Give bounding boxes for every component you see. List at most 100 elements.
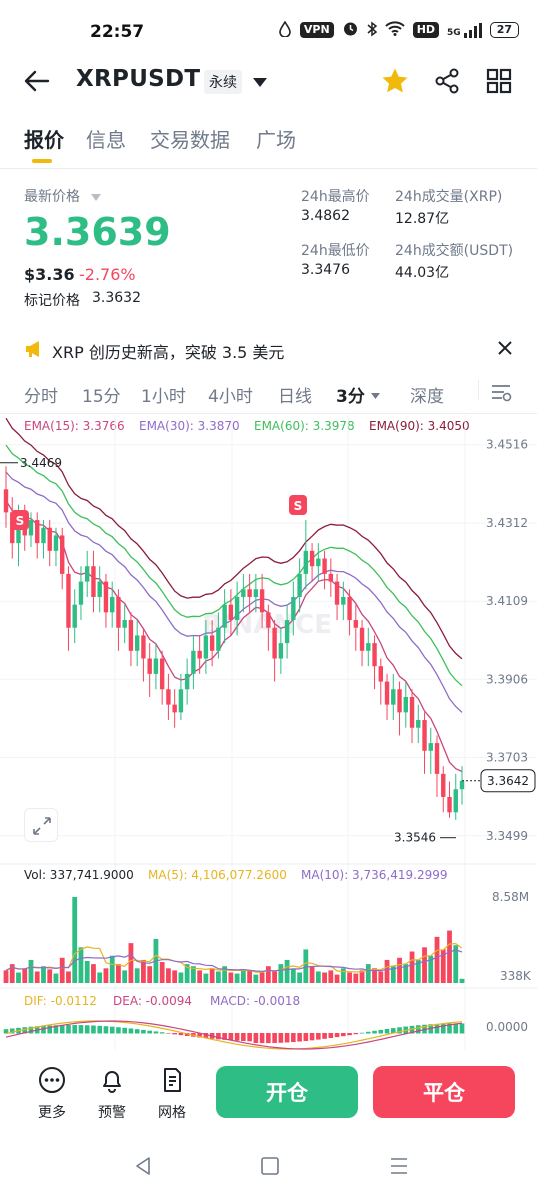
candle-body: [303, 550, 309, 574]
home-icon[interactable]: [261, 1157, 279, 1179]
interval-4h[interactable]: 4小时: [208, 387, 253, 407]
interval-15m[interactable]: 15分: [82, 387, 121, 407]
macd-histogram-bar: [234, 1033, 240, 1041]
volume-bar: [247, 970, 253, 983]
main-tabs: 报价 信息 交易数据 广场: [0, 118, 537, 168]
grid-button[interactable]: 网格: [152, 1066, 192, 1122]
caret-down-icon[interactable]: [90, 188, 102, 207]
volume-min-label: 338K: [500, 969, 532, 983]
star-icon[interactable]: [380, 66, 410, 100]
volume-bar: [184, 964, 190, 983]
macd-histogram-bar: [341, 1033, 346, 1037]
close-position-button[interactable]: 平仓: [373, 1066, 515, 1118]
share-icon[interactable]: [433, 67, 461, 99]
tab-info[interactable]: 信息: [86, 128, 126, 152]
fullscreen-button[interactable]: [24, 808, 58, 842]
macd-histogram-bar: [109, 1026, 115, 1034]
macd-histogram-bar: [22, 1027, 28, 1034]
candle-body: [153, 658, 159, 674]
volume-bar: [447, 930, 452, 983]
volume-bar: [34, 971, 40, 983]
last-price-label: 最新价格: [24, 189, 80, 205]
ema-line: [5, 444, 463, 687]
tab-square[interactable]: 广场: [256, 128, 296, 152]
macd-histogram-bar: [415, 1025, 421, 1034]
y-tick-label: 3.3703: [486, 750, 528, 764]
back-arrow-icon[interactable]: [24, 70, 50, 96]
macd-histogram-bar: [328, 1033, 334, 1038]
volume-bar: [78, 947, 84, 983]
caret-down-icon[interactable]: [370, 386, 381, 405]
tab-quote[interactable]: 报价: [24, 128, 64, 152]
candle-body: [166, 689, 171, 705]
volume-bar: [390, 966, 396, 983]
macd-histogram-bar: [378, 1029, 384, 1034]
candle-body: [359, 627, 365, 651]
candle-body: [328, 573, 334, 582]
macd-histogram-bar: [147, 1030, 152, 1034]
interval-line[interactable]: 分时: [24, 387, 58, 407]
candle-body: [16, 520, 21, 544]
volume-bar: [97, 972, 103, 983]
ema60-legend: EMA(60): 3.3978: [254, 419, 355, 433]
megaphone-icon: [24, 340, 46, 362]
candle-body: [41, 527, 46, 544]
macd-histogram-bar: [253, 1033, 259, 1044]
candle-body: [453, 789, 458, 813]
symbol-title[interactable]: XRPUSDT: [76, 66, 201, 92]
macd-histogram-bar: [84, 1025, 90, 1034]
back-icon[interactable]: [133, 1156, 153, 1180]
candle-body: [322, 558, 327, 574]
notice-banner[interactable]: XRP 创历史新高，突破 3.5 美元: [0, 330, 537, 368]
interval-1h[interactable]: 1小时: [141, 387, 186, 407]
macd-histogram-bar: [409, 1025, 415, 1034]
more-button[interactable]: 更多: [32, 1066, 72, 1122]
volume-bar: [440, 949, 446, 983]
chevron-down-icon[interactable]: [252, 74, 268, 93]
macd-histogram-bar: [440, 1023, 446, 1034]
vpn-badge: VPN: [299, 22, 334, 38]
candle-body: [347, 596, 352, 621]
candle-body: [28, 520, 34, 536]
candle-body: [416, 720, 421, 728]
volume-bar: [166, 968, 171, 983]
vol-usdt-label: 24h成交额(USDT): [395, 243, 514, 259]
volume-bar: [178, 972, 184, 983]
tab-trading-data[interactable]: 交易数据: [150, 128, 230, 152]
volume-ma-line: [5, 942, 463, 973]
grid-view-icon[interactable]: [486, 68, 512, 98]
price-axis: 3.4516 3.4312 3.4109 3.3906 3.3703 3.3499: [486, 438, 528, 843]
interval-3m[interactable]: 3分: [336, 387, 365, 407]
volume-bar: [116, 964, 121, 983]
volume-bar: [315, 971, 321, 983]
candle-body: [297, 573, 302, 597]
y-tick-label: 3.4312: [486, 516, 528, 530]
interval-depth[interactable]: 深度: [410, 387, 444, 407]
water-drop-icon: [278, 19, 292, 40]
recents-icon[interactable]: [389, 1157, 409, 1179]
candle-body: [291, 596, 296, 621]
candle-body: [266, 612, 271, 628]
volume-bar: [141, 959, 146, 983]
volume-bar: [322, 972, 327, 983]
volume-bar: [122, 970, 128, 983]
volume-bar: [309, 966, 315, 983]
macd-histogram-bar: [278, 1033, 284, 1043]
close-icon[interactable]: [498, 340, 512, 359]
vol-usdt-value: 44.03亿: [395, 265, 450, 281]
chart-settings-icon[interactable]: [490, 381, 512, 407]
macd-histogram-bar: [178, 1033, 184, 1036]
open-position-button[interactable]: 开仓: [216, 1066, 358, 1118]
sell-signal-label: S: [294, 499, 303, 513]
volume-bar: [253, 974, 259, 983]
high-marker-label: 3.4469: [20, 456, 62, 470]
bluetooth-icon: [367, 21, 377, 40]
candle-body: [391, 689, 396, 705]
notice-text[interactable]: XRP 创历史新高，突破 3.5 美元: [52, 343, 285, 362]
interval-1d[interactable]: 日线: [278, 387, 312, 407]
kline-chart[interactable]: BINANCE 3.45163.43123.41093.39063.37033.…: [0, 415, 537, 1050]
divider: [0, 413, 537, 414]
macd-histogram-bar: [359, 1032, 365, 1034]
macd-histogram-bar: [9, 1028, 15, 1034]
alert-button[interactable]: 预警: [92, 1066, 132, 1122]
